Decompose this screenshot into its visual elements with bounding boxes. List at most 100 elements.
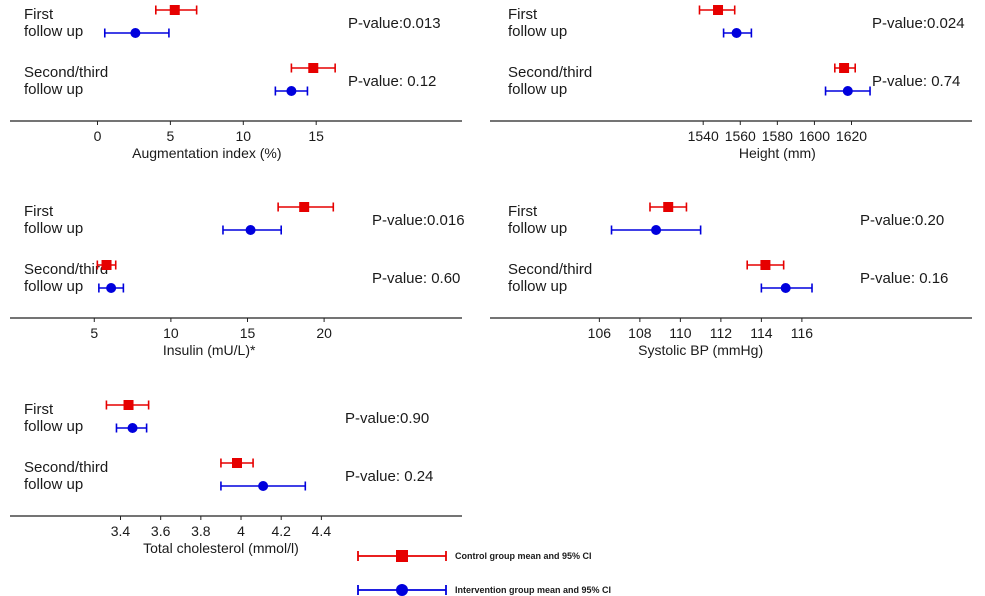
control-ci xyxy=(155,5,198,15)
control-ci xyxy=(698,5,736,15)
x-tick-label: 4.4 xyxy=(312,523,332,539)
x-tick-label: 15 xyxy=(240,325,256,341)
row-label-line: follow up xyxy=(24,81,83,98)
control-ci-mean-marker xyxy=(713,5,724,15)
p-value-label: P-value:0.024 xyxy=(872,15,965,32)
legend: Control group mean and 95% CI Interventio… xyxy=(357,550,611,596)
p-value-label: P-value: 0.16 xyxy=(860,270,948,287)
legend-entry-control: Control group mean and 95% CI xyxy=(357,550,592,562)
x-tick-label: 1600 xyxy=(799,128,830,144)
x-tick-label: 20 xyxy=(316,325,332,341)
control-ci-mean-marker xyxy=(123,400,134,410)
row-label-line: Second/third xyxy=(24,459,108,476)
row-label-line: follow up xyxy=(508,23,567,40)
x-tick-label: 10 xyxy=(236,128,252,144)
x-tick-label: 3.4 xyxy=(111,523,131,539)
legend-circle-marker xyxy=(396,584,408,596)
x-tick-label: 4.2 xyxy=(271,523,291,539)
p-value-label: P-value:0.016 xyxy=(372,212,465,229)
intervention-ci xyxy=(220,481,307,491)
x-axis-label: Systolic BP (mmHg) xyxy=(638,342,763,358)
row-label-line: First xyxy=(24,401,54,418)
x-tick-label: 3.8 xyxy=(191,523,211,539)
x-tick-label: 116 xyxy=(791,325,814,341)
control-ci-mean-marker xyxy=(299,202,310,212)
control-ci-mean-marker xyxy=(760,260,771,270)
x-tick-label: 106 xyxy=(588,325,612,341)
panel-5: 3.4 3.6 3.8 4 4.2 4.4 Total cholesterol (mmol/… xyxy=(10,400,462,556)
x-tick-label: 4 xyxy=(237,523,245,539)
row-label-line: follow up xyxy=(24,220,83,237)
row-label-line: follow up xyxy=(24,278,83,295)
intervention-ci-mean-marker xyxy=(258,481,269,491)
intervention-ci xyxy=(824,86,871,96)
x-tick-label: 114 xyxy=(750,325,773,341)
control-ci-mean-marker xyxy=(839,63,850,73)
legend-label: Control group mean and 95% CI xyxy=(455,551,592,561)
intervention-ci-mean-marker xyxy=(130,28,141,38)
p-value-label: P-value:0.20 xyxy=(860,212,944,229)
intervention-ci xyxy=(98,283,125,293)
control-ci-mean-marker xyxy=(308,63,319,73)
control-ci-mean-marker xyxy=(232,458,243,468)
intervention-ci xyxy=(610,225,702,235)
control-ci xyxy=(277,202,335,212)
row-label-line: follow up xyxy=(24,418,83,435)
control-ci xyxy=(746,260,785,270)
control-ci xyxy=(649,202,688,212)
x-tick-label: 15 xyxy=(308,128,324,144)
x-axis-label: Augmentation index (%) xyxy=(132,145,281,161)
x-axis-label: Insulin (mU/L)* xyxy=(163,342,256,358)
legend-entry-intervention: Intervention group mean and 95% CI xyxy=(357,584,611,596)
legend-square-marker xyxy=(396,550,408,562)
p-value-label: P-value: 0.24 xyxy=(345,468,433,485)
p-value-label: P-value: 0.74 xyxy=(872,73,960,90)
p-value-label: P-value:0.90 xyxy=(345,410,429,427)
control-ci xyxy=(834,63,857,73)
row-label-line: Second/third xyxy=(508,64,592,81)
panel-4: 106 108 110 112 114 116 Systolic BP (mmHg) Firs… xyxy=(490,202,972,358)
legend-label: Intervention group mean and 95% CI xyxy=(455,585,611,595)
control-ci xyxy=(96,260,117,270)
intervention-ci xyxy=(760,283,813,293)
control-ci xyxy=(290,63,336,73)
x-tick-label: 10 xyxy=(163,325,179,341)
row-label-line: follow up xyxy=(508,278,567,295)
intervention-ci-mean-marker xyxy=(780,283,791,293)
row-label-line: follow up xyxy=(508,220,567,237)
intervention-ci-mean-marker xyxy=(842,86,853,96)
x-tick-label: 0 xyxy=(94,128,102,144)
row-label-line: First xyxy=(508,6,538,23)
row-label-line: Second/third xyxy=(24,261,108,278)
intervention-ci-mean-marker xyxy=(245,225,256,235)
x-tick-label: 1560 xyxy=(725,128,756,144)
control-ci-mean-marker xyxy=(169,5,180,15)
intervention-ci xyxy=(103,28,170,38)
intervention-ci-mean-marker xyxy=(286,86,297,96)
row-label-line: First xyxy=(24,6,54,23)
x-tick-label: 5 xyxy=(166,128,174,144)
intervention-ci-mean-marker xyxy=(127,423,138,433)
control-ci xyxy=(105,400,150,410)
control-ci-mean-marker xyxy=(663,202,674,212)
x-tick-label: 1620 xyxy=(836,128,867,144)
x-tick-label: 110 xyxy=(669,325,692,341)
p-value-label: P-value: 0.12 xyxy=(348,73,436,90)
row-label-line: Second/third xyxy=(508,261,592,278)
intervention-ci xyxy=(722,28,753,38)
x-tick-label: 1580 xyxy=(762,128,793,144)
row-label-line: follow up xyxy=(24,23,83,40)
row-label-line: follow up xyxy=(508,81,567,98)
